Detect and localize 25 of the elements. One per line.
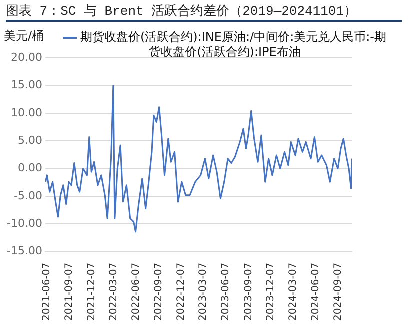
y-axis-title: 美元/桶 — [4, 28, 44, 45]
y-tick-label: 5.00 — [18, 134, 42, 147]
y-tick-label: 10.00 — [10, 106, 42, 120]
x-tick-label: 2022-06-07 — [131, 262, 142, 322]
x-tick-label: 2023-09-07 — [243, 262, 254, 322]
legend-label: 期货收盘价(活跃合约):INE原油:/中间价:美元兑人民币:-期货收盘价(活跃合约):IPE布油 — [79, 30, 386, 59]
x-tick-label: 2024-09-07 — [333, 262, 344, 322]
y-tick-label: -15.00 — [6, 244, 42, 258]
x-tick-label: 2024-03-07 — [288, 262, 299, 322]
x-tick-label: 2022-12-07 — [176, 262, 188, 322]
y-tick-label: -5.00 — [14, 189, 42, 202]
x-tick-label: 2023-06-07 — [220, 262, 232, 322]
x-tick-label: 2023-12-07 — [266, 262, 277, 322]
y-tick-label: 20.00 — [10, 50, 42, 64]
x-tick-label: 2023-03-07 — [198, 262, 210, 322]
y-tick-label: 0.00 — [18, 162, 42, 175]
x-tick-label: 2021-06-07 — [42, 262, 53, 322]
x-tick-label: 2021-12-07 — [86, 262, 98, 322]
x-tick-label: 2022-03-07 — [108, 262, 120, 322]
y-tick-label: -10.00 — [6, 217, 42, 230]
y-tick-label: 15.00 — [10, 78, 42, 92]
chart-title: 图表 7：SC 与 Brent 活跃合约差价（2019—20241101） — [6, 3, 358, 20]
x-tick-label: 2022-09-07 — [154, 262, 165, 322]
x-tick-label: 2021-09-07 — [64, 262, 76, 322]
x-tick-label: 2024-06-07 — [310, 262, 322, 322]
